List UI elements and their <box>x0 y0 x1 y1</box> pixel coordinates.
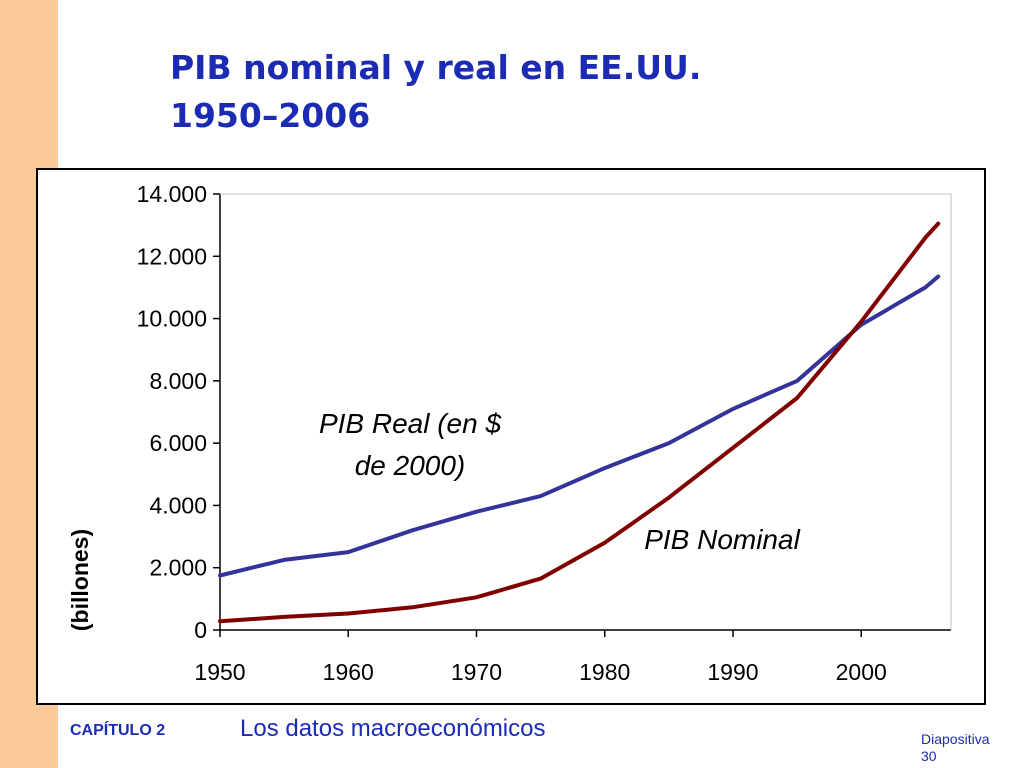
x-tick-label: 2000 <box>836 659 887 685</box>
y-tick-label: 2.000 <box>149 555 207 581</box>
y-axis-ticks: 0 2.000 4.000 6.000 8.000 10.000 12.000 14.000 <box>137 181 220 643</box>
x-tick-label: 1950 <box>194 659 245 685</box>
y-tick-label: 6.000 <box>149 430 207 456</box>
slide-title: PIB nominal y real en EE.UU. 1950–2006 <box>170 44 701 140</box>
x-tick-label: 1980 <box>579 659 630 685</box>
series-line-nominal <box>218 221 941 624</box>
gdp-line-chart: 02.0004.0006.0008.00010.00012.00014.000 … <box>67 181 952 685</box>
x-tick-label: 1960 <box>323 659 374 685</box>
footer-slide-number: Diapositiva 30 <box>921 731 1021 765</box>
x-axis-ticks: 1950 1960 1970 1980 1990 2000 <box>194 630 887 685</box>
footer-subject: Los datos macroeconómicos <box>240 715 546 742</box>
slide-title-line-1: PIB nominal y real en EE.UU. <box>170 48 702 87</box>
annotation-real-line-1: PIB Real (en $ <box>319 408 502 439</box>
footer-slide-label: Diapositiva <box>921 731 990 747</box>
annotation-nominal: PIB Nominal <box>644 524 800 555</box>
y-axis-label: (billones) <box>67 529 93 631</box>
plot-area-border <box>220 193 952 630</box>
y-tick-label: 12.000 <box>137 243 207 269</box>
slide-title-line-2: 1950–2006 <box>170 96 371 135</box>
y-tick-label: 10.000 <box>137 306 207 332</box>
footer-slide-value: 30 <box>921 748 937 764</box>
chart-frame: 0 2.000 4.000 6.000 8.000 10.000 12.000 14.000 … <box>36 168 986 705</box>
y-tick-label: 0 <box>194 617 207 643</box>
x-tick-label: 1970 <box>451 659 502 685</box>
footer-chapter: CAPÍTULO 2 <box>70 722 166 739</box>
annotation-real-line-2: de 2000) <box>355 450 466 481</box>
series-layer <box>218 221 941 624</box>
y-tick-label: 8.000 <box>149 368 207 394</box>
x-tick-label: 1990 <box>707 659 758 685</box>
y-tick-label: 14.000 <box>137 181 207 207</box>
y-tick-label: 4.000 <box>149 492 207 518</box>
